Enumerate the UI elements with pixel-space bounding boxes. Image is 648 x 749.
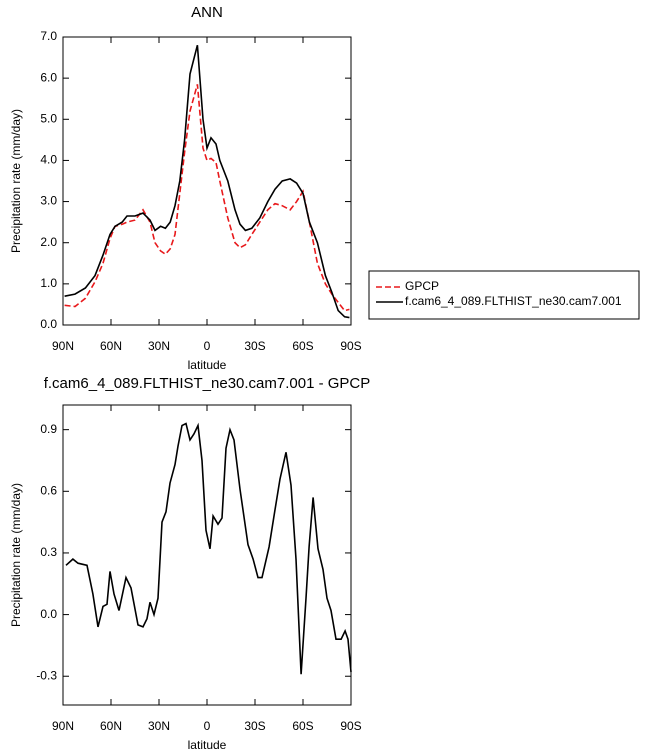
plot-frame xyxy=(62,36,352,326)
x-axis-label: latitude xyxy=(188,358,227,372)
chart-title: f.cam6_4_089.FLTHIST_ne30.cam7.001 - GPC… xyxy=(44,375,371,392)
y-tick-label: 1.0 xyxy=(40,276,57,290)
y-tick-label: 0.0 xyxy=(40,317,57,331)
x-tick-label: 30S xyxy=(244,339,265,353)
data-line xyxy=(65,422,352,675)
chart-title: ANN xyxy=(191,4,223,21)
x-tick-label: 30N xyxy=(148,719,170,733)
y-axis-label: Precipitation rate (mm/day) xyxy=(9,483,23,627)
x-tick-label: 30S xyxy=(244,719,265,733)
x-tick-label: 90N xyxy=(52,719,74,733)
y-tick-label: 0.9 xyxy=(40,422,57,436)
x-tick-label: 60N xyxy=(100,719,122,733)
y-tick-label: 4.0 xyxy=(40,153,57,167)
y-tick-label: 0.0 xyxy=(40,607,57,621)
x-tick-label: 90N xyxy=(52,339,74,353)
y-tick-label: 0.3 xyxy=(40,545,57,559)
y-axis-label: Precipitation rate (mm/day) xyxy=(9,109,23,253)
legend-label: GPCP xyxy=(405,279,439,293)
y-tick-label: 2.0 xyxy=(40,235,57,249)
y-tick-label: 3.0 xyxy=(40,194,57,208)
x-tick-label: 0 xyxy=(204,719,211,733)
y-tick-label: 6.0 xyxy=(40,70,57,84)
x-tick-label: 30N xyxy=(148,339,170,353)
plot-frame xyxy=(62,404,352,706)
legend-box xyxy=(368,270,640,320)
x-tick-label: 90S xyxy=(340,339,361,353)
y-tick-label: 7.0 xyxy=(40,29,57,43)
y-tick-label: -0.3 xyxy=(36,668,57,682)
x-tick-label: 90S xyxy=(340,719,361,733)
x-axis-label: latitude xyxy=(188,738,227,749)
data-line xyxy=(64,45,350,319)
y-tick-label: 0.6 xyxy=(40,483,57,497)
x-tick-label: 60N xyxy=(100,339,122,353)
data-line xyxy=(64,84,350,312)
x-tick-label: 0 xyxy=(204,339,211,353)
x-tick-label: 60S xyxy=(292,339,313,353)
legend-label: f.cam6_4_089.FLTHIST_ne30.cam7.001 xyxy=(405,294,622,308)
x-tick-label: 60S xyxy=(292,719,313,733)
y-tick-label: 5.0 xyxy=(40,111,57,125)
